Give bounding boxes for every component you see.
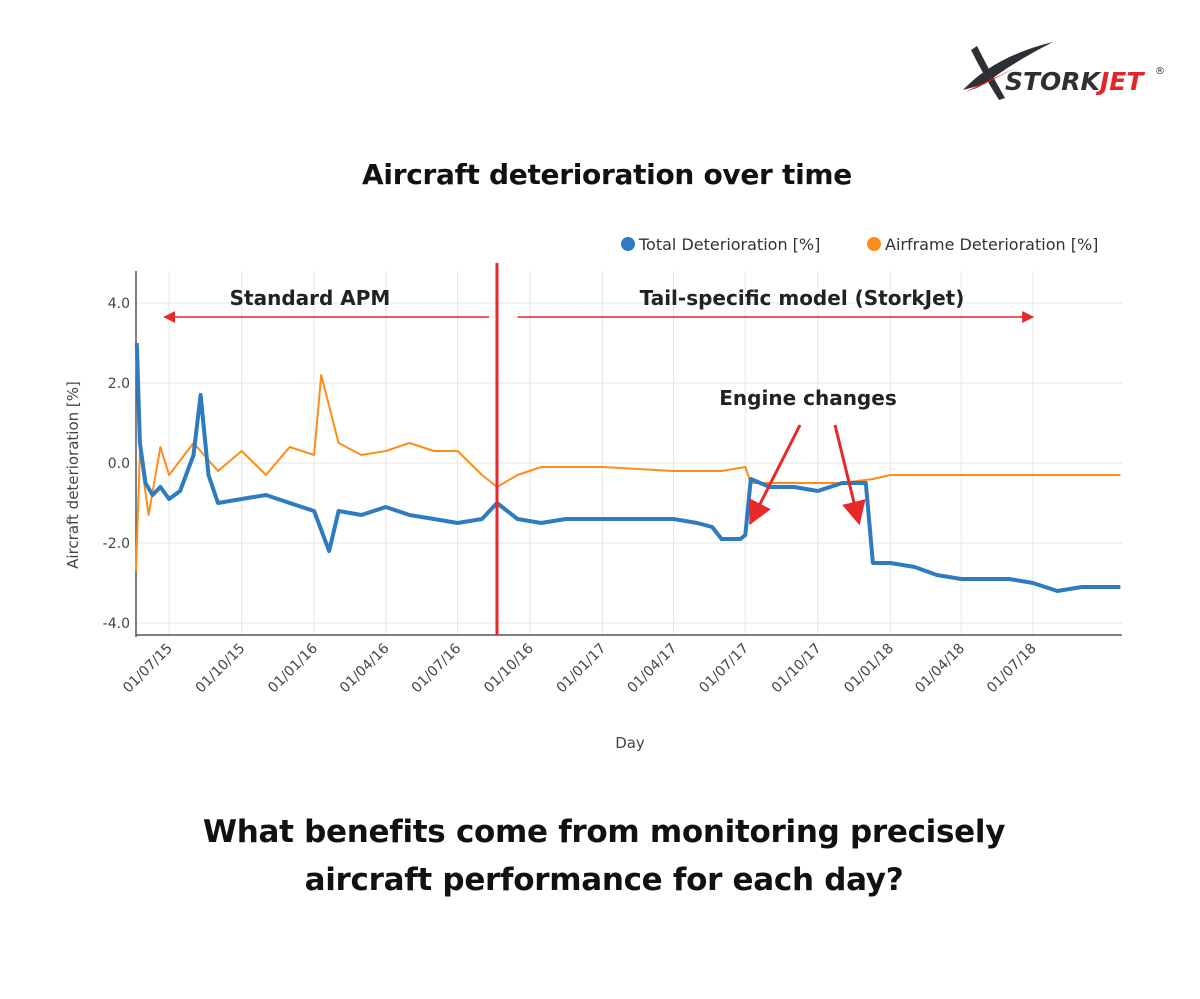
deterioration-chart: 4.0 2.0 0.0 -2.0 -4.0 01/07/15 01/10/15 01/01/1… [64, 235, 1122, 752]
x-tick-label: 01/04/18 [912, 641, 968, 697]
x-tick-label: 01/07/18 [984, 641, 1040, 697]
x-axis-label: Day [615, 734, 645, 752]
x-tick-label: 01/07/15 [120, 641, 176, 697]
x-tick-label: 01/01/18 [841, 641, 897, 697]
registered-mark: ® [1155, 66, 1165, 77]
series-line-airframe-deterioration [135, 374, 1121, 572]
x-tick-label: 01/10/15 [193, 641, 249, 697]
logo-mark: STORKJET ® [963, 42, 1165, 100]
logo-text-jet: JET [1095, 67, 1145, 96]
y-tick-label: 2.0 [108, 376, 130, 392]
legend-label: Total Deterioration [%] [638, 235, 820, 254]
y-tick-label: -4.0 [103, 616, 130, 632]
x-tick-label: 01/10/17 [769, 641, 825, 697]
x-tick-label: 01/01/16 [265, 640, 321, 696]
x-tick-label: 01/01/17 [554, 641, 610, 697]
x-tick-label: 01/07/16 [409, 640, 465, 696]
y-tick-label: -2.0 [103, 536, 130, 552]
x-tick-label: 01/04/16 [337, 640, 393, 696]
legend-marker [621, 237, 635, 251]
annotation-tail-specific: Tail-specific model (StorkJet) [640, 286, 965, 310]
x-tick-label: 01/07/17 [696, 641, 752, 697]
arrow-engine-change-1 [749, 424, 802, 526]
logo-text: STORKJET [1005, 67, 1145, 96]
logo-wing-red [965, 68, 1015, 92]
annotation-standard-apm: Standard APM [230, 286, 391, 310]
legend-marker [867, 237, 881, 251]
question-text: What benefits come from monitoring preci… [0, 808, 1200, 904]
storkjet-logo: STORKJET ® [955, 38, 1170, 108]
y-axis-label: Aircraft deterioration [%] [64, 381, 82, 569]
chart-container: 4.0 2.0 0.0 -2.0 -4.0 01/07/15 01/10/15 01/01/1… [0, 215, 1200, 775]
y-tick-label: 4.0 [108, 296, 130, 312]
question-line-1: What benefits come from monitoring preci… [202, 814, 1006, 850]
logo-wing-lower [971, 46, 1005, 100]
annotation-engine-changes: Engine changes [719, 386, 896, 410]
series-line-total-deterioration [134, 342, 1121, 593]
logo-text-stork: STORK [1005, 67, 1102, 96]
x-tick-label: 01/10/16 [481, 640, 537, 696]
page-title: Aircraft deterioration over time [362, 158, 852, 191]
legend-label: Airframe Deterioration [%] [885, 235, 1098, 254]
arrow-engine-change-2 [833, 424, 866, 526]
y-tick-label: 0.0 [108, 456, 130, 472]
logo-wing-dark [963, 42, 1053, 90]
x-tick-label: 01/04/17 [625, 641, 681, 697]
question-line-2: aircraft performance for each day? [304, 862, 904, 898]
